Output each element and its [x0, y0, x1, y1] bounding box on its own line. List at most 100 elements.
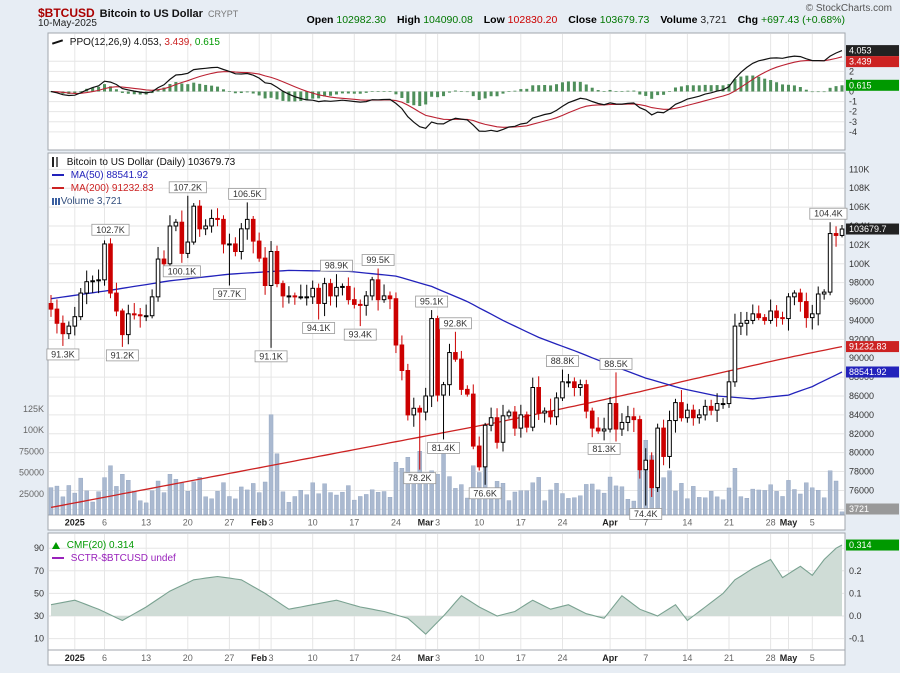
cmf-area — [51, 545, 842, 635]
cmf-area-icon — [52, 541, 60, 549]
svg-text:7: 7 — [643, 653, 648, 663]
gridlines — [49, 34, 844, 649]
svg-text:6: 6 — [102, 653, 107, 663]
svg-text:-1: -1 — [849, 97, 857, 107]
cmf-legend: CMF(20) 0.314 — [52, 540, 134, 551]
svg-text:10: 10 — [34, 634, 44, 644]
svg-text:May: May — [780, 518, 798, 528]
svg-text:99.5K: 99.5K — [366, 255, 390, 265]
chart-header-left: $BTCUSD Bitcoin to US Dollar CRYPT — [38, 4, 238, 22]
svg-text:90000: 90000 — [849, 353, 874, 363]
cmf-line — [50, 544, 843, 635]
sctr-line-icon — [52, 557, 64, 560]
svg-text:0.0: 0.0 — [849, 611, 862, 621]
svg-text:74.4K: 74.4K — [634, 509, 658, 519]
chart-date: 10-May-2025 — [38, 18, 97, 29]
svg-text:106K: 106K — [849, 202, 870, 212]
svg-text:84000: 84000 — [849, 410, 874, 420]
svg-text:80000: 80000 — [849, 448, 874, 458]
volume-legend-label: Volume 3,721 — [60, 196, 122, 207]
svg-text:-3: -3 — [849, 117, 857, 127]
svg-text:27: 27 — [224, 518, 234, 528]
ppo-signal-line — [50, 56, 843, 128]
svg-text:91232.83: 91232.83 — [849, 342, 887, 352]
svg-text:28: 28 — [766, 653, 776, 663]
svg-text:-0.1: -0.1 — [849, 634, 865, 644]
svg-text:3: 3 — [269, 653, 274, 663]
candles — [48, 195, 845, 506]
svg-text:86000: 86000 — [849, 391, 874, 401]
low-label: Low — [483, 14, 505, 26]
svg-text:100K: 100K — [23, 425, 44, 435]
svg-text:17: 17 — [516, 518, 526, 528]
svg-text:20: 20 — [183, 653, 193, 663]
svg-text:91.2K: 91.2K — [111, 350, 135, 360]
copyright-link[interactable]: © StockCharts.com — [805, 3, 892, 14]
low-value: 102830.20 — [507, 14, 558, 26]
ma50-line — [50, 269, 843, 400]
svg-text:5: 5 — [810, 653, 815, 663]
ppo-main-value: 4.053, — [133, 37, 162, 48]
svg-text:88.8K: 88.8K — [551, 356, 575, 366]
svg-text:5: 5 — [810, 518, 815, 528]
svg-text:50: 50 — [34, 588, 44, 598]
svg-text:14: 14 — [682, 518, 692, 528]
svg-text:10: 10 — [308, 518, 318, 528]
svg-text:100K: 100K — [849, 259, 870, 269]
symbol-label: $BTCUSD — [38, 6, 95, 20]
svg-text:125K: 125K — [23, 404, 44, 414]
svg-text:96000: 96000 — [849, 297, 874, 307]
svg-text:-4: -4 — [849, 127, 857, 137]
svg-text:20: 20 — [183, 518, 193, 528]
svg-text:25000: 25000 — [19, 489, 44, 499]
svg-text:3: 3 — [435, 653, 440, 663]
volume-value: 3,721 — [700, 14, 727, 26]
volume-bars-icon — [52, 197, 54, 205]
svg-text:76.6K: 76.6K — [473, 488, 497, 498]
exchange-tag: CRYPT — [207, 9, 239, 19]
svg-text:0: 0 — [849, 87, 854, 97]
svg-text:88.5K: 88.5K — [604, 359, 628, 369]
svg-text:97.7K: 97.7K — [218, 289, 242, 299]
svg-text:14: 14 — [682, 653, 692, 663]
svg-text:81.3K: 81.3K — [592, 444, 616, 454]
svg-text:98.9K: 98.9K — [325, 261, 349, 271]
svg-text:24: 24 — [557, 518, 567, 528]
ppo-main-line — [50, 50, 843, 133]
main-panel[interactable] — [47, 152, 846, 531]
quote-strip: Open 102982.30 High 104090.08 Low 102830… — [299, 14, 845, 26]
svg-text:Feb: Feb — [251, 518, 268, 528]
svg-text:21: 21 — [724, 653, 734, 663]
svg-text:0.314: 0.314 — [849, 540, 872, 550]
svg-text:107.2K: 107.2K — [174, 182, 203, 192]
svg-text:0.1: 0.1 — [849, 588, 862, 598]
svg-text:3721: 3721 — [849, 504, 869, 514]
svg-text:102K: 102K — [849, 240, 870, 250]
ppo-line-icon — [51, 39, 64, 46]
svg-text:104.4K: 104.4K — [814, 209, 843, 219]
svg-text:6: 6 — [102, 518, 107, 528]
svg-text:0.2: 0.2 — [849, 566, 862, 576]
svg-text:21: 21 — [724, 518, 734, 528]
svg-text:17: 17 — [349, 653, 359, 663]
close-value: 103679.73 — [599, 14, 650, 26]
ma200-line — [50, 345, 843, 509]
ppo-label: PPO(12,26,9) — [69, 37, 131, 48]
chg-value: +697.43 (+0.68%) — [760, 14, 845, 26]
sctr-legend: SCTR-$BTCUSD undef — [52, 553, 176, 564]
ma200-line-icon — [52, 187, 64, 190]
ma200-legend: MA(200) 91232.83 — [52, 183, 154, 194]
svg-text:24: 24 — [391, 518, 401, 528]
svg-text:24: 24 — [557, 653, 567, 663]
svg-text:93.4K: 93.4K — [348, 330, 372, 340]
symbol-name: Bitcoin to US Dollar — [99, 8, 203, 20]
svg-text:90: 90 — [34, 543, 44, 553]
svg-text:Mar: Mar — [418, 653, 435, 663]
svg-text:70: 70 — [34, 566, 44, 576]
candlestick-icon — [52, 157, 60, 168]
svg-text:10: 10 — [474, 518, 484, 528]
svg-text:78000: 78000 — [849, 467, 874, 477]
ma50-label: MA(50) 88541.92 — [70, 170, 149, 181]
svg-text:98000: 98000 — [849, 278, 874, 288]
